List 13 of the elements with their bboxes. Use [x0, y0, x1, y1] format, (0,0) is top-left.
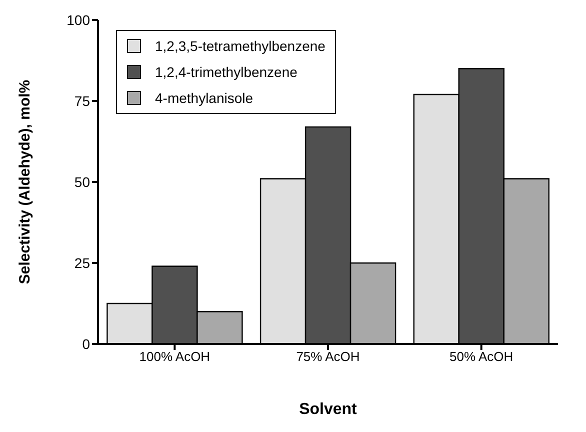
- y-axis-title: Selectivity (Aldehyde), mol%: [16, 80, 34, 284]
- x-axis-title: Solvent: [299, 401, 358, 418]
- y-tick-label: 25: [74, 254, 90, 271]
- x-tick-label: 50% AcOH: [450, 349, 514, 364]
- y-tick-label: 100: [66, 12, 90, 28]
- legend-label: 1,2,3,5-tetramethylbenzene: [155, 37, 326, 56]
- y-tick-label: 50: [74, 174, 90, 190]
- x-tick-label: 100% AcOH: [139, 349, 210, 364]
- y-tick-label: 75: [74, 92, 90, 109]
- legend-label: 1,2,4-trimethylbenzene: [155, 63, 298, 82]
- x-tick-label: 75% AcOH: [296, 349, 360, 364]
- y-tick-label: 0: [82, 336, 90, 352]
- legend-label: 4-methylanisole: [155, 89, 254, 108]
